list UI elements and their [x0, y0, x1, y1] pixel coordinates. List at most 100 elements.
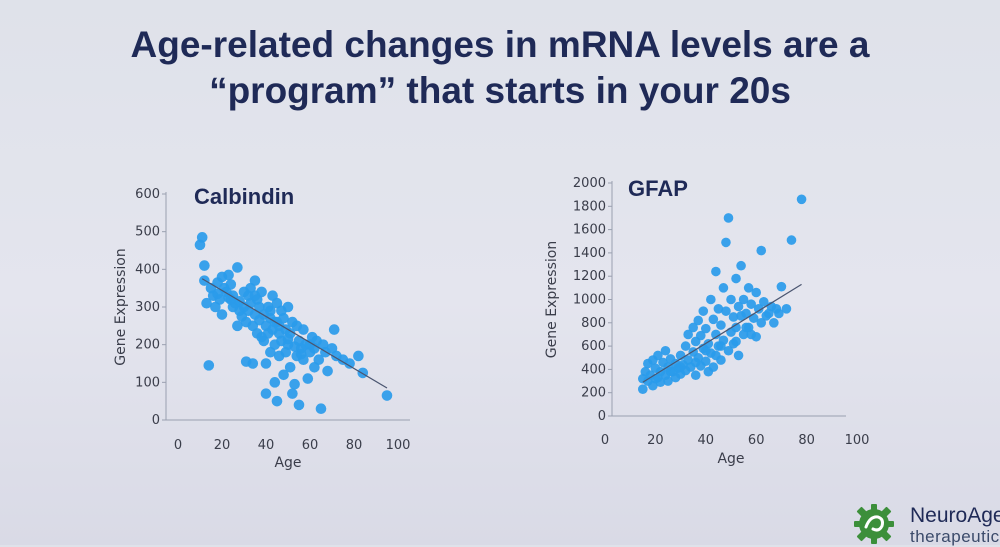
calbindin-data-point [353, 350, 364, 362]
calbindin-data-point [328, 324, 340, 335]
gfap-data-point [756, 245, 767, 256]
gfap-data-point [653, 350, 663, 361]
neuroage-logo: NeuroAge therapeutic [852, 500, 1000, 546]
gfap-data-point [683, 329, 693, 340]
calbindin-x-tick-label: 20 [214, 438, 231, 453]
gfap-x-axis-label: Age [717, 451, 744, 467]
gfap-data-point [751, 287, 761, 298]
gfap-data-point [743, 283, 754, 293]
calbindin-chart-title: Calbindin [194, 184, 294, 209]
gfap-data-point [733, 350, 744, 361]
calbindin-y-tick-label: 100 [135, 375, 160, 390]
gfap-data-point [753, 304, 764, 314]
gfap-data-point [711, 350, 721, 361]
calbindin-data-point [199, 260, 210, 271]
gfap-data-point [660, 345, 671, 356]
slide-title-line-1: Age-related changes in mRNA levels are a [130, 24, 870, 65]
gfap-data-point [736, 260, 746, 271]
calbindin-data-point [295, 348, 307, 360]
gfap-data-point [721, 237, 731, 248]
calbindin-data-point [214, 294, 226, 305]
calbindin-trend-line [201, 278, 388, 389]
calbindin-data-point [278, 369, 289, 381]
gfap-data-point [746, 299, 756, 309]
gfap-y-tick-label: 800 [581, 316, 606, 331]
calbindin-data-point [203, 360, 215, 371]
calbindin-data-point [284, 361, 296, 373]
gfap-data-point [741, 308, 751, 319]
calbindin-x-axis-label: Age [274, 455, 301, 471]
gfap-chart-title: GFAP [628, 176, 688, 201]
gfap-data-point [733, 301, 744, 312]
gfap-x-tick-label: 0 [601, 433, 609, 448]
neuroage-logo-icon [854, 504, 894, 544]
calbindin-y-tick-label: 200 [135, 338, 160, 353]
gfap-x-tick-label: 80 [798, 433, 815, 448]
gfap-x-tick-label: 20 [647, 433, 664, 448]
gfap-y-tick-label: 1400 [573, 246, 606, 261]
gfap-x-tick-label: 40 [698, 433, 715, 448]
calbindin-data-point [260, 388, 272, 399]
gfap-data-point [761, 311, 772, 321]
calbindin-data-point [302, 373, 314, 384]
gfap-data-point [786, 235, 797, 245]
gfap-data-point [693, 315, 704, 326]
gfap-data-point [774, 308, 784, 319]
logo-subtitle: therapeutic [910, 527, 1000, 546]
calbindin-data-point [247, 358, 259, 369]
calbindin-data-point [289, 378, 300, 390]
gfap-data-point [701, 323, 711, 334]
gfap-y-axis-label: Gene Expression [544, 241, 560, 358]
calbindin-x-tick-label: 0 [174, 438, 182, 453]
gfap-y-tick-label: 0 [598, 409, 606, 424]
gfap-data-point [711, 266, 721, 277]
calbindin-data-point [381, 390, 393, 401]
calbindin-data-point [249, 290, 261, 302]
calbindin-data-point [201, 297, 212, 309]
gfap-data-point [731, 336, 741, 347]
gfap-data-point [781, 304, 792, 314]
gfap-data-point [756, 318, 767, 328]
gfap-data-point [706, 294, 716, 305]
gfap-data-point [690, 357, 701, 368]
gfap-data-point [701, 345, 711, 356]
calbindin-y-tick-label: 0 [152, 413, 160, 428]
gfap-y-tick-label: 2000 [573, 176, 606, 191]
gfap-data-point [731, 273, 741, 284]
calbindin-data-point [269, 377, 281, 388]
calbindin-data-point [287, 388, 298, 399]
gfap-x-tick-label: 60 [748, 433, 765, 448]
gfap-data-point [741, 322, 751, 333]
gfap-data-point [695, 330, 706, 341]
calbindin-y-axis-label: Gene Expression [113, 248, 129, 365]
calbindin-data-point [260, 358, 272, 369]
gfap-data-point [675, 362, 686, 372]
gfap-data-point [708, 314, 719, 325]
gfap-data-point [663, 376, 673, 386]
calbindin-x-tick-label: 60 [302, 438, 319, 453]
calbindin-y-tick-label: 300 [135, 300, 160, 315]
gfap-data-point [731, 322, 741, 333]
gfap-data-point [665, 366, 676, 377]
calbindin-y-tick-label: 400 [135, 262, 160, 277]
gfap-y-tick-label: 1200 [573, 269, 606, 284]
calbindin-data-point [265, 305, 276, 317]
gfap-data-point [758, 297, 769, 307]
gfap-data-point [713, 304, 724, 314]
gfap-data-point [723, 345, 734, 356]
gfap-data-point [680, 341, 691, 351]
calbindin-data-point [322, 365, 333, 377]
gfap-data-point [776, 281, 787, 292]
gfap-data-point [701, 356, 711, 367]
gfap-y-tick-label: 600 [581, 339, 606, 354]
gfap-data-point [726, 294, 736, 305]
gfap-y-tick-label: 1000 [573, 293, 606, 308]
gfap-data-point [638, 384, 648, 395]
calbindin-data-point [298, 324, 309, 335]
gfap-data-point [746, 329, 756, 340]
gfap-data-point [796, 194, 807, 205]
gfap-data-point [723, 213, 734, 223]
calbindin-x-tick-label: 100 [386, 438, 411, 453]
gfap-data-point [721, 306, 731, 316]
